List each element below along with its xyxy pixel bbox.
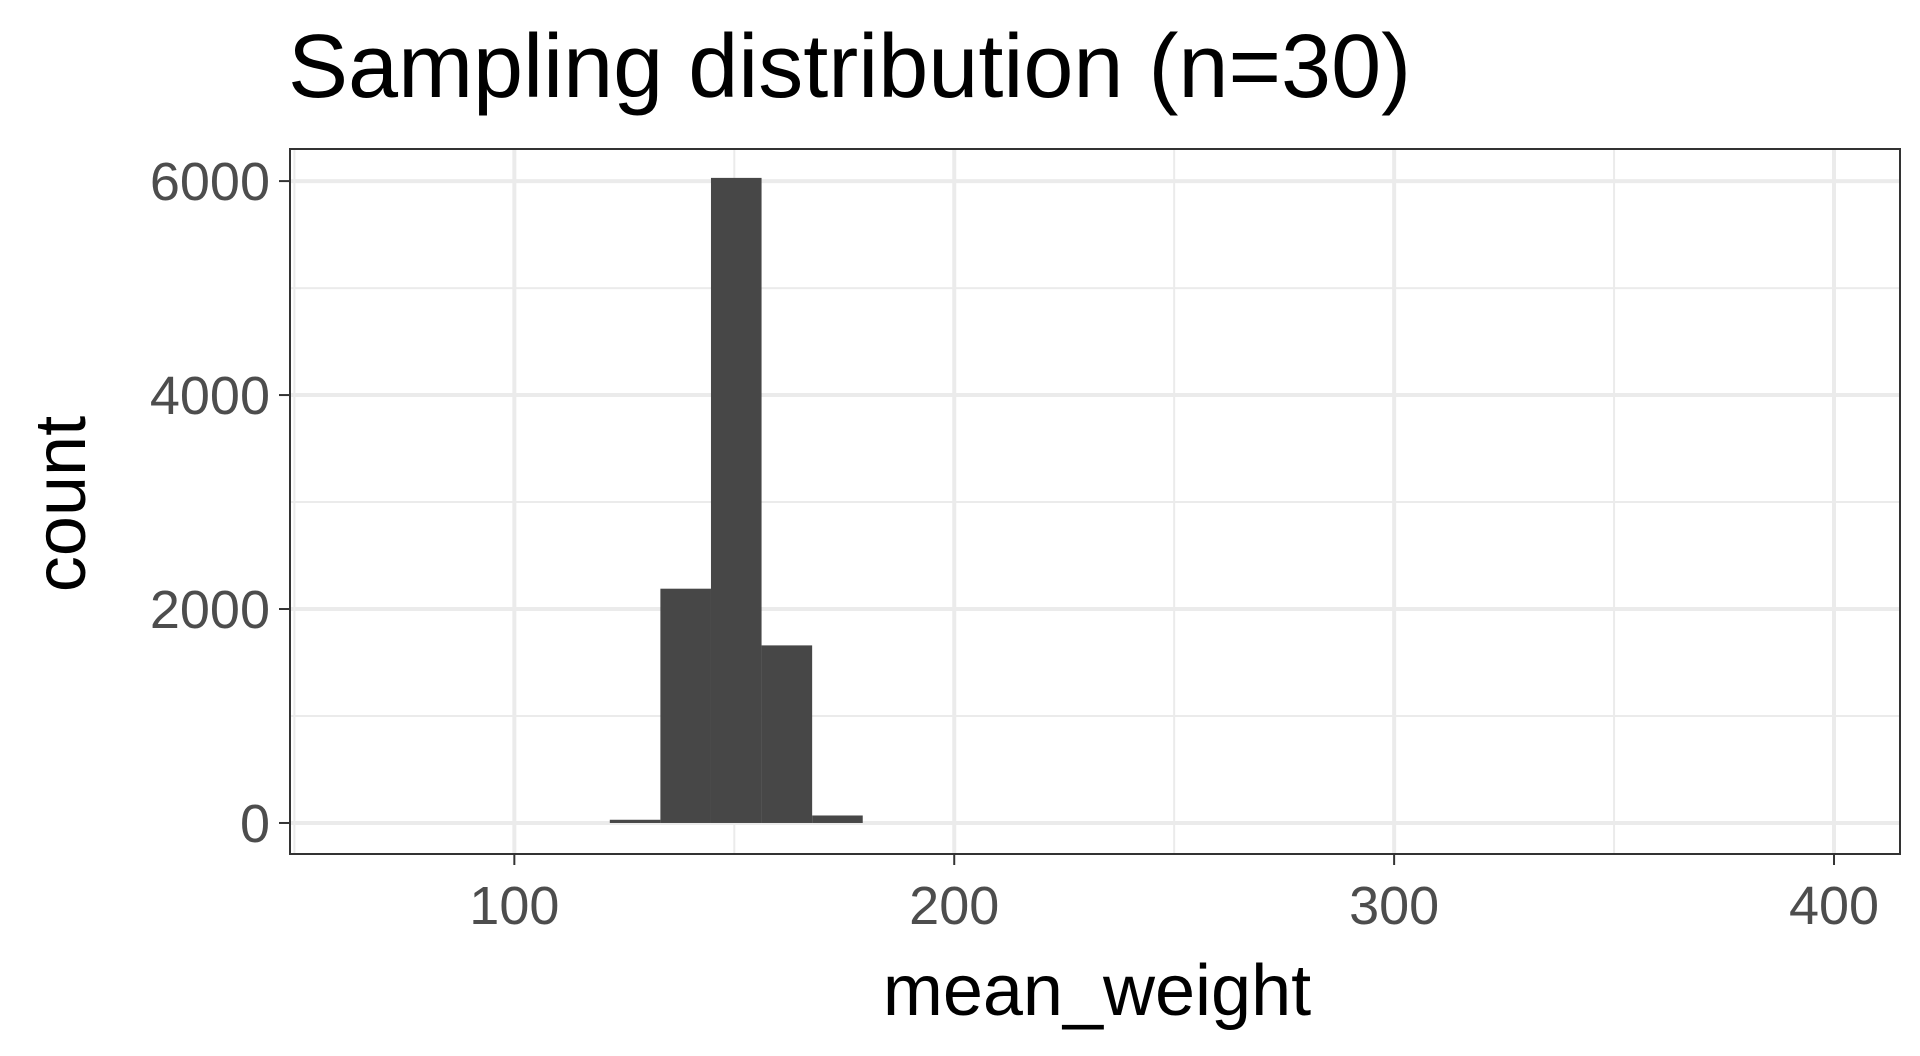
x-tick-label-100: 100 <box>469 876 559 936</box>
x-axis-ticks: 100 200 300 400 <box>469 854 1879 936</box>
y-axis-ticks: 0 2000 4000 6000 <box>150 152 290 854</box>
histogram-bar-1 <box>609 819 661 823</box>
chart-title: Sampling distribution (n=30) <box>288 17 1411 117</box>
y-tick-label-0: 0 <box>240 794 270 854</box>
histogram-bar-3 <box>710 177 762 823</box>
histogram-bar-2 <box>660 588 711 823</box>
x-axis-title: mean_weight <box>883 951 1311 1031</box>
histogram-bar-4 <box>761 645 813 823</box>
x-tick-label-200: 200 <box>909 876 999 936</box>
y-tick-label-2000: 2000 <box>150 580 270 640</box>
panel-border <box>289 148 1901 855</box>
y-axis-title: count <box>21 416 101 592</box>
histogram-bar-5 <box>812 815 863 823</box>
x-tick-label-400: 400 <box>1789 876 1879 936</box>
y-tick-label-6000: 6000 <box>150 152 270 212</box>
y-tick-label-4000: 4000 <box>150 366 270 426</box>
major-gridlines <box>290 149 1900 854</box>
x-tick-label-300: 300 <box>1349 876 1439 936</box>
histogram-bars <box>609 177 863 823</box>
